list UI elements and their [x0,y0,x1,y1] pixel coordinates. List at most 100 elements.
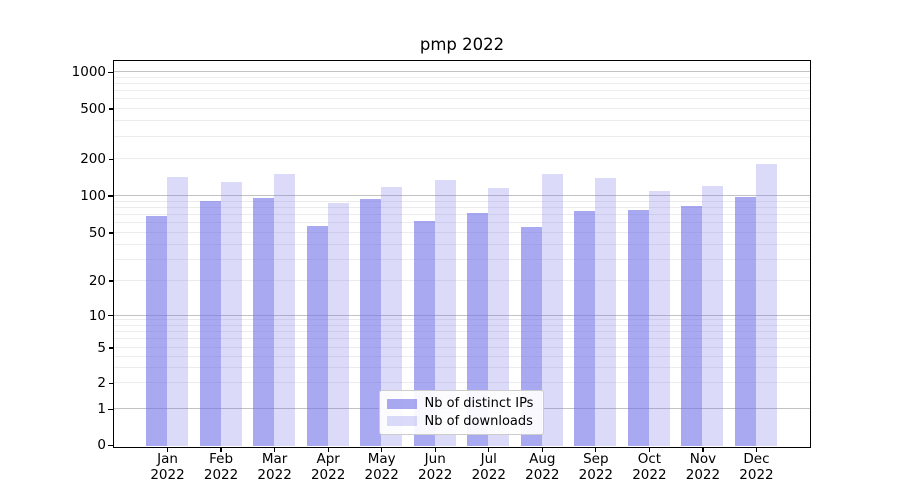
y-tick-mark-20 [109,280,113,282]
x-tick-mark-dec [755,447,758,452]
y-tick-label-50: 50 [88,225,106,241]
gridline-minor-200 [113,158,810,160]
gridline-minor-70 [113,214,810,216]
y-tick-mark-10 [107,314,113,317]
y-tick-mark-200 [109,158,113,161]
gridline-minor-700 [113,90,810,92]
bar-ips-jul [467,213,489,447]
y-tick-mark-2 [109,382,113,384]
bar-downloads-oct [648,190,670,447]
legend: Nb of distinct IPs Nb of downloads [378,390,544,435]
x-tick-label-mar: Mar 2022 [257,451,292,483]
x-tick-label-aug: Aug 2022 [525,451,560,483]
y-tick-mark-1000 [107,71,113,74]
chart-title: pmp 2022 [419,35,505,54]
gridline-minor-400 [113,120,810,122]
bar-downloads-sep [595,178,617,447]
y-tick-label-5: 5 [97,340,106,356]
y-tick-label-500: 500 [80,100,106,117]
bar-ips-feb [199,201,221,447]
legend-swatch-downloads [386,416,417,427]
gridline-minor-60 [113,222,810,224]
y-tick-label-200: 200 [80,151,106,168]
bar-downloads-dec [755,163,777,447]
x-tick-label-jun: Jun 2022 [418,451,453,483]
legend-item-downloads: Nb of downloads [386,413,535,429]
plot-area: Nb of distinct IPs Nb of downloads [112,60,811,448]
gridline-minor-800 [113,83,810,85]
x-tick-mark-feb [220,447,222,452]
gridline-minor-900 [113,77,810,79]
gridline-minor-40 [113,243,810,245]
gridline-major-10 [113,314,810,316]
gridline-minor-9 [113,319,810,321]
gridline-minor-500 [113,107,810,109]
gridline-minor-80 [113,206,810,208]
x-tick-mark-jun [434,447,436,452]
gridline-minor-90 [113,200,810,202]
bar-ips-sep [574,210,596,447]
gridline-minor-4 [113,355,810,357]
y-tick-mark-1 [107,408,113,411]
y-tick-label-2: 2 [97,375,106,392]
bar-downloads-aug [541,174,563,447]
x-tick-mark-sep [595,447,597,452]
y-tick-mark-50 [109,232,113,234]
x-tick-mark-jul [488,447,490,452]
gridline-major-1000 [113,71,810,73]
x-tick-label-oct: Oct 2022 [632,451,667,483]
gridline-minor-50 [113,232,810,233]
y-tick-mark-5 [109,347,113,349]
bar-ips-dec [734,197,756,447]
bar-downloads-jun [434,180,456,447]
gridline-minor-6 [113,338,810,340]
gridline-minor-30 [113,258,810,260]
y-tick-label-1: 1 [97,401,106,418]
x-tick-mark-may [381,447,383,452]
x-tick-mark-aug [541,447,543,452]
bar-ips-mar [253,197,275,447]
bar-downloads-jan [167,177,189,447]
y-tick-mark-500 [109,108,113,110]
x-tick-mark-mar [273,447,276,452]
bar-ips-jan [146,216,168,447]
x-tick-label-apr: Apr 2022 [310,451,346,483]
bar-downloads-feb [220,181,242,447]
gridline-minor-7 [113,331,810,333]
bar-downloads-may [381,186,403,447]
y-tick-label-1000: 1000 [71,64,106,81]
x-tick-label-jul: Jul 2022 [471,451,506,483]
x-tick-label-sep: Sep 2022 [578,451,614,483]
bar-ips-apr [306,225,328,447]
legend-label-downloads: Nb of downloads [424,413,533,429]
gridline-minor-5 [113,347,810,348]
y-tick-label-10: 10 [88,307,106,324]
bar-ips-nov [681,206,703,447]
x-tick-mark-oct [648,447,651,452]
x-tick-label-feb: Feb 2022 [203,451,239,483]
x-tick-mark-nov [702,447,704,452]
x-tick-mark-apr [327,447,329,452]
bar-downloads-mar [274,173,296,447]
gridline-minor-2 [113,382,810,384]
gridline-minor-300 [113,136,810,138]
y-tick-label-20: 20 [88,273,106,289]
gridline-major-100 [113,195,810,196]
bar-downloads-jul [488,188,510,447]
gridline-minor-3 [113,366,810,368]
legend-swatch-distinct-ips [386,398,417,409]
gridline-minor-600 [113,98,810,100]
y-tick-label-0: 0 [97,437,106,454]
y-tick-label-100: 100 [80,188,106,204]
bar-downloads-nov [702,185,724,447]
bar-ips-may [360,198,382,447]
y-tick-mark-0 [107,444,113,447]
x-tick-label-dec: Dec 2022 [739,451,774,483]
gridline-minor-8 [113,324,810,326]
bar-ips-oct [627,210,649,447]
gridline-minor-20 [113,280,810,281]
legend-item-distinct-ips: Nb of distinct IPs [386,396,535,411]
x-tick-mark-jan [166,447,169,452]
y-tick-mark-100 [107,195,113,197]
